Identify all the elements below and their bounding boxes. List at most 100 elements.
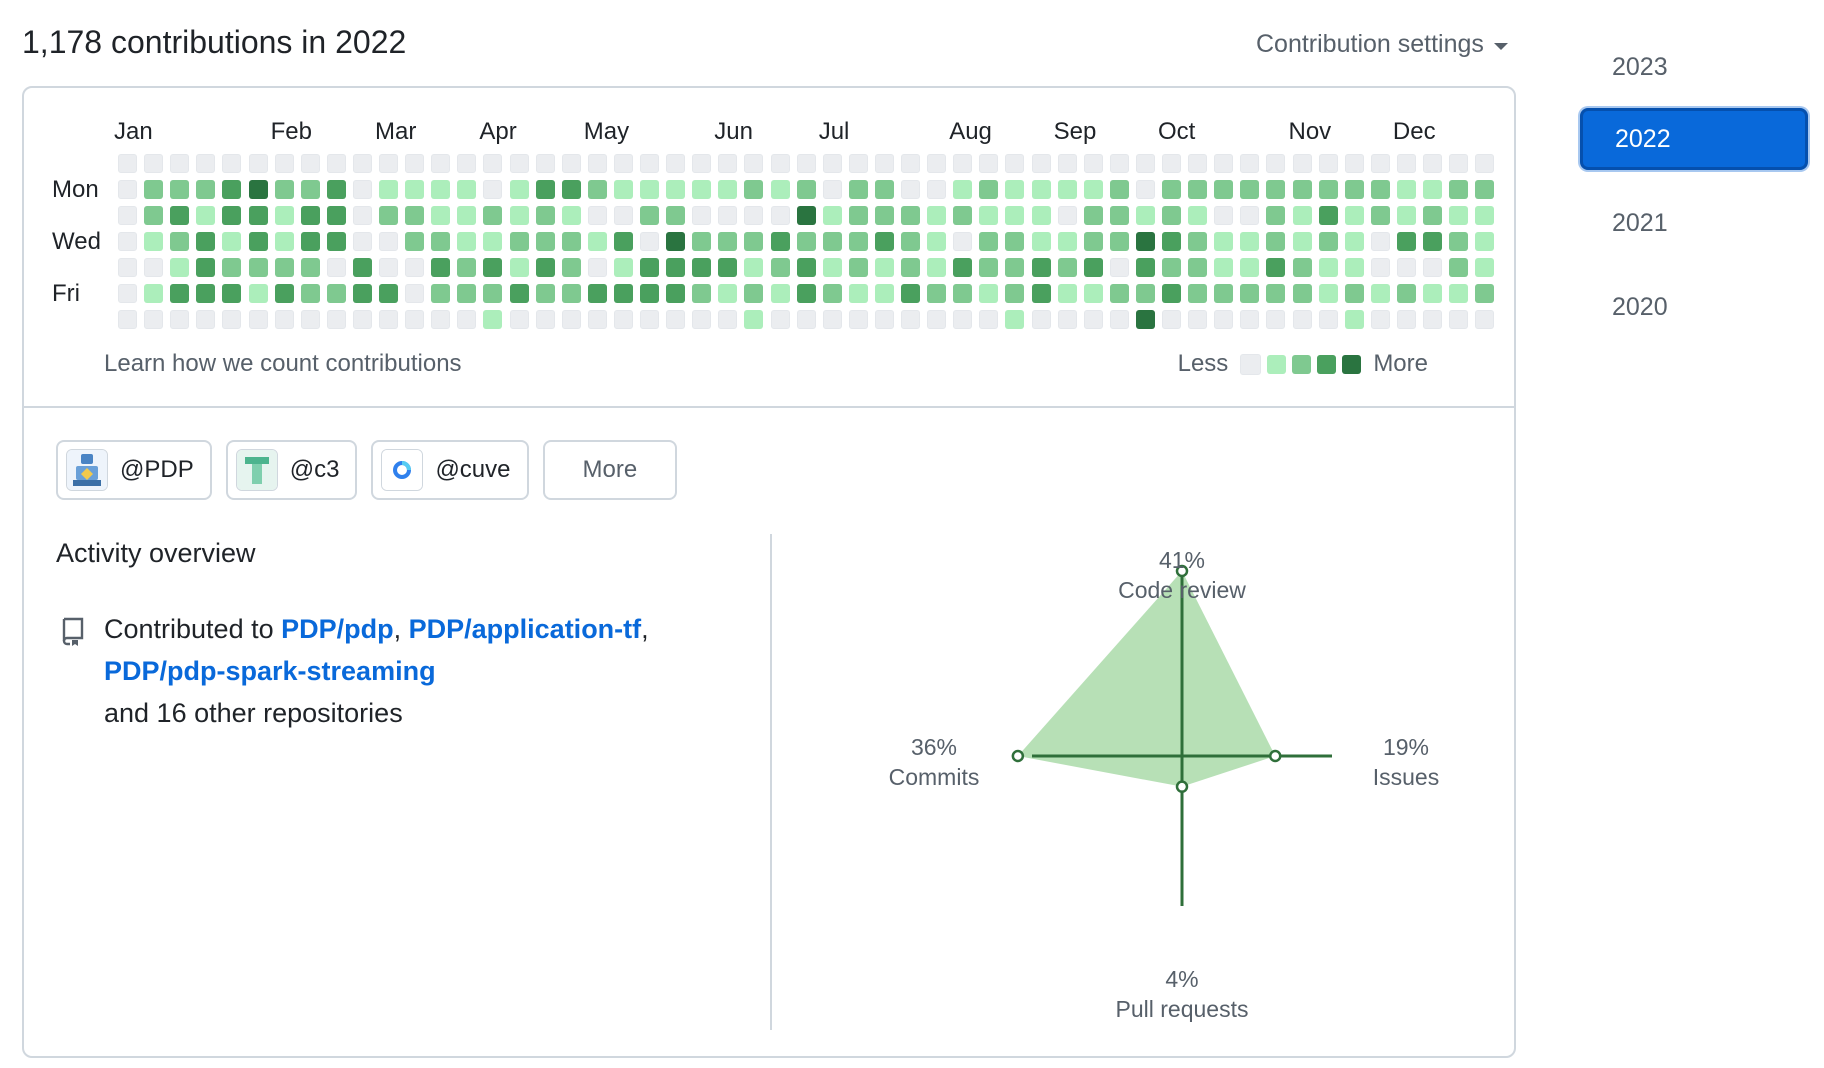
contribution-day-cell[interactable]	[222, 310, 242, 329]
contribution-day-cell[interactable]	[1449, 180, 1469, 199]
contribution-day-cell[interactable]	[326, 206, 346, 225]
contribution-day-cell[interactable]	[1449, 232, 1469, 251]
contribution-day-cell[interactable]	[1396, 180, 1416, 199]
contribution-day-cell[interactable]	[1135, 310, 1155, 329]
contribution-day-cell[interactable]	[1344, 258, 1364, 277]
contribution-day-cell[interactable]	[144, 180, 164, 199]
contribution-day-cell[interactable]	[953, 180, 973, 199]
contribution-day-cell[interactable]	[822, 154, 842, 173]
contribution-day-cell[interactable]	[483, 180, 503, 199]
contribution-day-cell[interactable]	[1449, 284, 1469, 303]
contribution-day-cell[interactable]	[222, 206, 242, 225]
contribution-day-cell[interactable]	[1031, 180, 1051, 199]
contribution-day-cell[interactable]	[848, 206, 868, 225]
contribution-day-cell[interactable]	[744, 206, 764, 225]
contribution-day-cell[interactable]	[796, 154, 816, 173]
contribution-day-cell[interactable]	[1057, 232, 1077, 251]
contribution-day-cell[interactable]	[431, 206, 451, 225]
contribution-day-cell[interactable]	[744, 284, 764, 303]
contribution-day-cell[interactable]	[1240, 232, 1260, 251]
contribution-day-cell[interactable]	[613, 154, 633, 173]
contribution-day-cell[interactable]	[640, 232, 659, 251]
contribution-day-cell[interactable]	[1083, 232, 1103, 251]
contribution-day-cell[interactable]	[587, 232, 607, 251]
contribution-day-cell[interactable]	[692, 206, 712, 225]
contribution-day-cell[interactable]	[613, 180, 633, 199]
contribution-day-cell[interactable]	[1214, 310, 1234, 329]
contribution-day-cell[interactable]	[1292, 154, 1312, 173]
contribution-day-cell[interactable]	[431, 180, 451, 199]
contribution-day-cell[interactable]	[822, 284, 842, 303]
contribution-day-cell[interactable]	[666, 180, 686, 199]
contribution-day-cell[interactable]	[379, 180, 398, 199]
contribution-day-cell[interactable]	[1344, 284, 1364, 303]
contribution-day-cell[interactable]	[718, 206, 738, 225]
contribution-day-cell[interactable]	[509, 206, 529, 225]
contribution-day-cell[interactable]	[118, 206, 137, 225]
contribution-day-cell[interactable]	[300, 284, 320, 303]
contribution-day-cell[interactable]	[640, 258, 659, 277]
contribution-day-cell[interactable]	[927, 310, 947, 329]
contribution-day-cell[interactable]	[1162, 154, 1181, 173]
contribution-day-cell[interactable]	[431, 154, 451, 173]
contribution-day-cell[interactable]	[1266, 258, 1286, 277]
contribution-day-cell[interactable]	[587, 154, 607, 173]
contribution-day-cell[interactable]	[1266, 154, 1286, 173]
contribution-day-cell[interactable]	[770, 154, 790, 173]
contribution-day-cell[interactable]	[796, 206, 816, 225]
contribution-day-cell[interactable]	[483, 284, 503, 303]
contribution-day-cell[interactable]	[1135, 154, 1155, 173]
contribution-day-cell[interactable]	[979, 206, 999, 225]
contribution-day-cell[interactable]	[352, 258, 372, 277]
contribution-day-cell[interactable]	[1475, 154, 1495, 173]
contribution-day-cell[interactable]	[509, 310, 529, 329]
learn-contributions-link[interactable]: Learn how we count contributions	[104, 350, 462, 377]
contribution-day-cell[interactable]	[326, 284, 346, 303]
contribution-day-cell[interactable]	[901, 206, 920, 225]
contribution-day-cell[interactable]	[927, 258, 947, 277]
contribution-day-cell[interactable]	[1188, 206, 1208, 225]
contribution-day-cell[interactable]	[613, 310, 633, 329]
contribution-day-cell[interactable]	[1370, 310, 1390, 329]
contribution-day-cell[interactable]	[796, 310, 816, 329]
contribution-day-cell[interactable]	[666, 206, 686, 225]
contribution-day-cell[interactable]	[144, 232, 164, 251]
contribution-day-cell[interactable]	[1266, 284, 1286, 303]
contribution-day-cell[interactable]	[1031, 258, 1051, 277]
contribution-day-cell[interactable]	[509, 232, 529, 251]
contribution-day-cell[interactable]	[300, 206, 320, 225]
contribution-day-cell[interactable]	[1423, 154, 1442, 173]
contribution-day-cell[interactable]	[170, 154, 190, 173]
contribution-day-cell[interactable]	[901, 258, 920, 277]
contribution-day-cell[interactable]	[1214, 284, 1234, 303]
contribution-day-cell[interactable]	[1344, 232, 1364, 251]
contribution-day-cell[interactable]	[509, 284, 529, 303]
contribution-day-cell[interactable]	[535, 206, 555, 225]
contribution-day-cell[interactable]	[1370, 258, 1390, 277]
contribution-day-cell[interactable]	[1370, 154, 1390, 173]
contribution-day-cell[interactable]	[483, 310, 503, 329]
contribution-day-cell[interactable]	[874, 284, 894, 303]
year-2020-button[interactable]: 2020	[1612, 292, 1668, 321]
contribution-day-cell[interactable]	[118, 232, 137, 251]
contribution-day-cell[interactable]	[1083, 180, 1103, 199]
contribution-day-cell[interactable]	[274, 310, 294, 329]
contribution-day-cell[interactable]	[901, 284, 920, 303]
contribution-day-cell[interactable]	[1005, 284, 1025, 303]
contribution-day-cell[interactable]	[848, 232, 868, 251]
contribution-day-cell[interactable]	[1188, 232, 1208, 251]
contribution-day-cell[interactable]	[1396, 284, 1416, 303]
contribution-day-cell[interactable]	[248, 284, 268, 303]
contribution-day-cell[interactable]	[901, 310, 920, 329]
contribution-day-cell[interactable]	[196, 258, 216, 277]
contribution-day-cell[interactable]	[483, 258, 503, 277]
contribution-day-cell[interactable]	[405, 232, 425, 251]
contribution-day-cell[interactable]	[848, 180, 868, 199]
contribution-day-cell[interactable]	[1370, 284, 1390, 303]
contribution-day-cell[interactable]	[535, 232, 555, 251]
contribution-day-cell[interactable]	[1188, 284, 1208, 303]
contribution-day-cell[interactable]	[248, 206, 268, 225]
contribution-day-cell[interactable]	[796, 180, 816, 199]
contribution-day-cell[interactable]	[326, 180, 346, 199]
contribution-day-cell[interactable]	[979, 154, 999, 173]
